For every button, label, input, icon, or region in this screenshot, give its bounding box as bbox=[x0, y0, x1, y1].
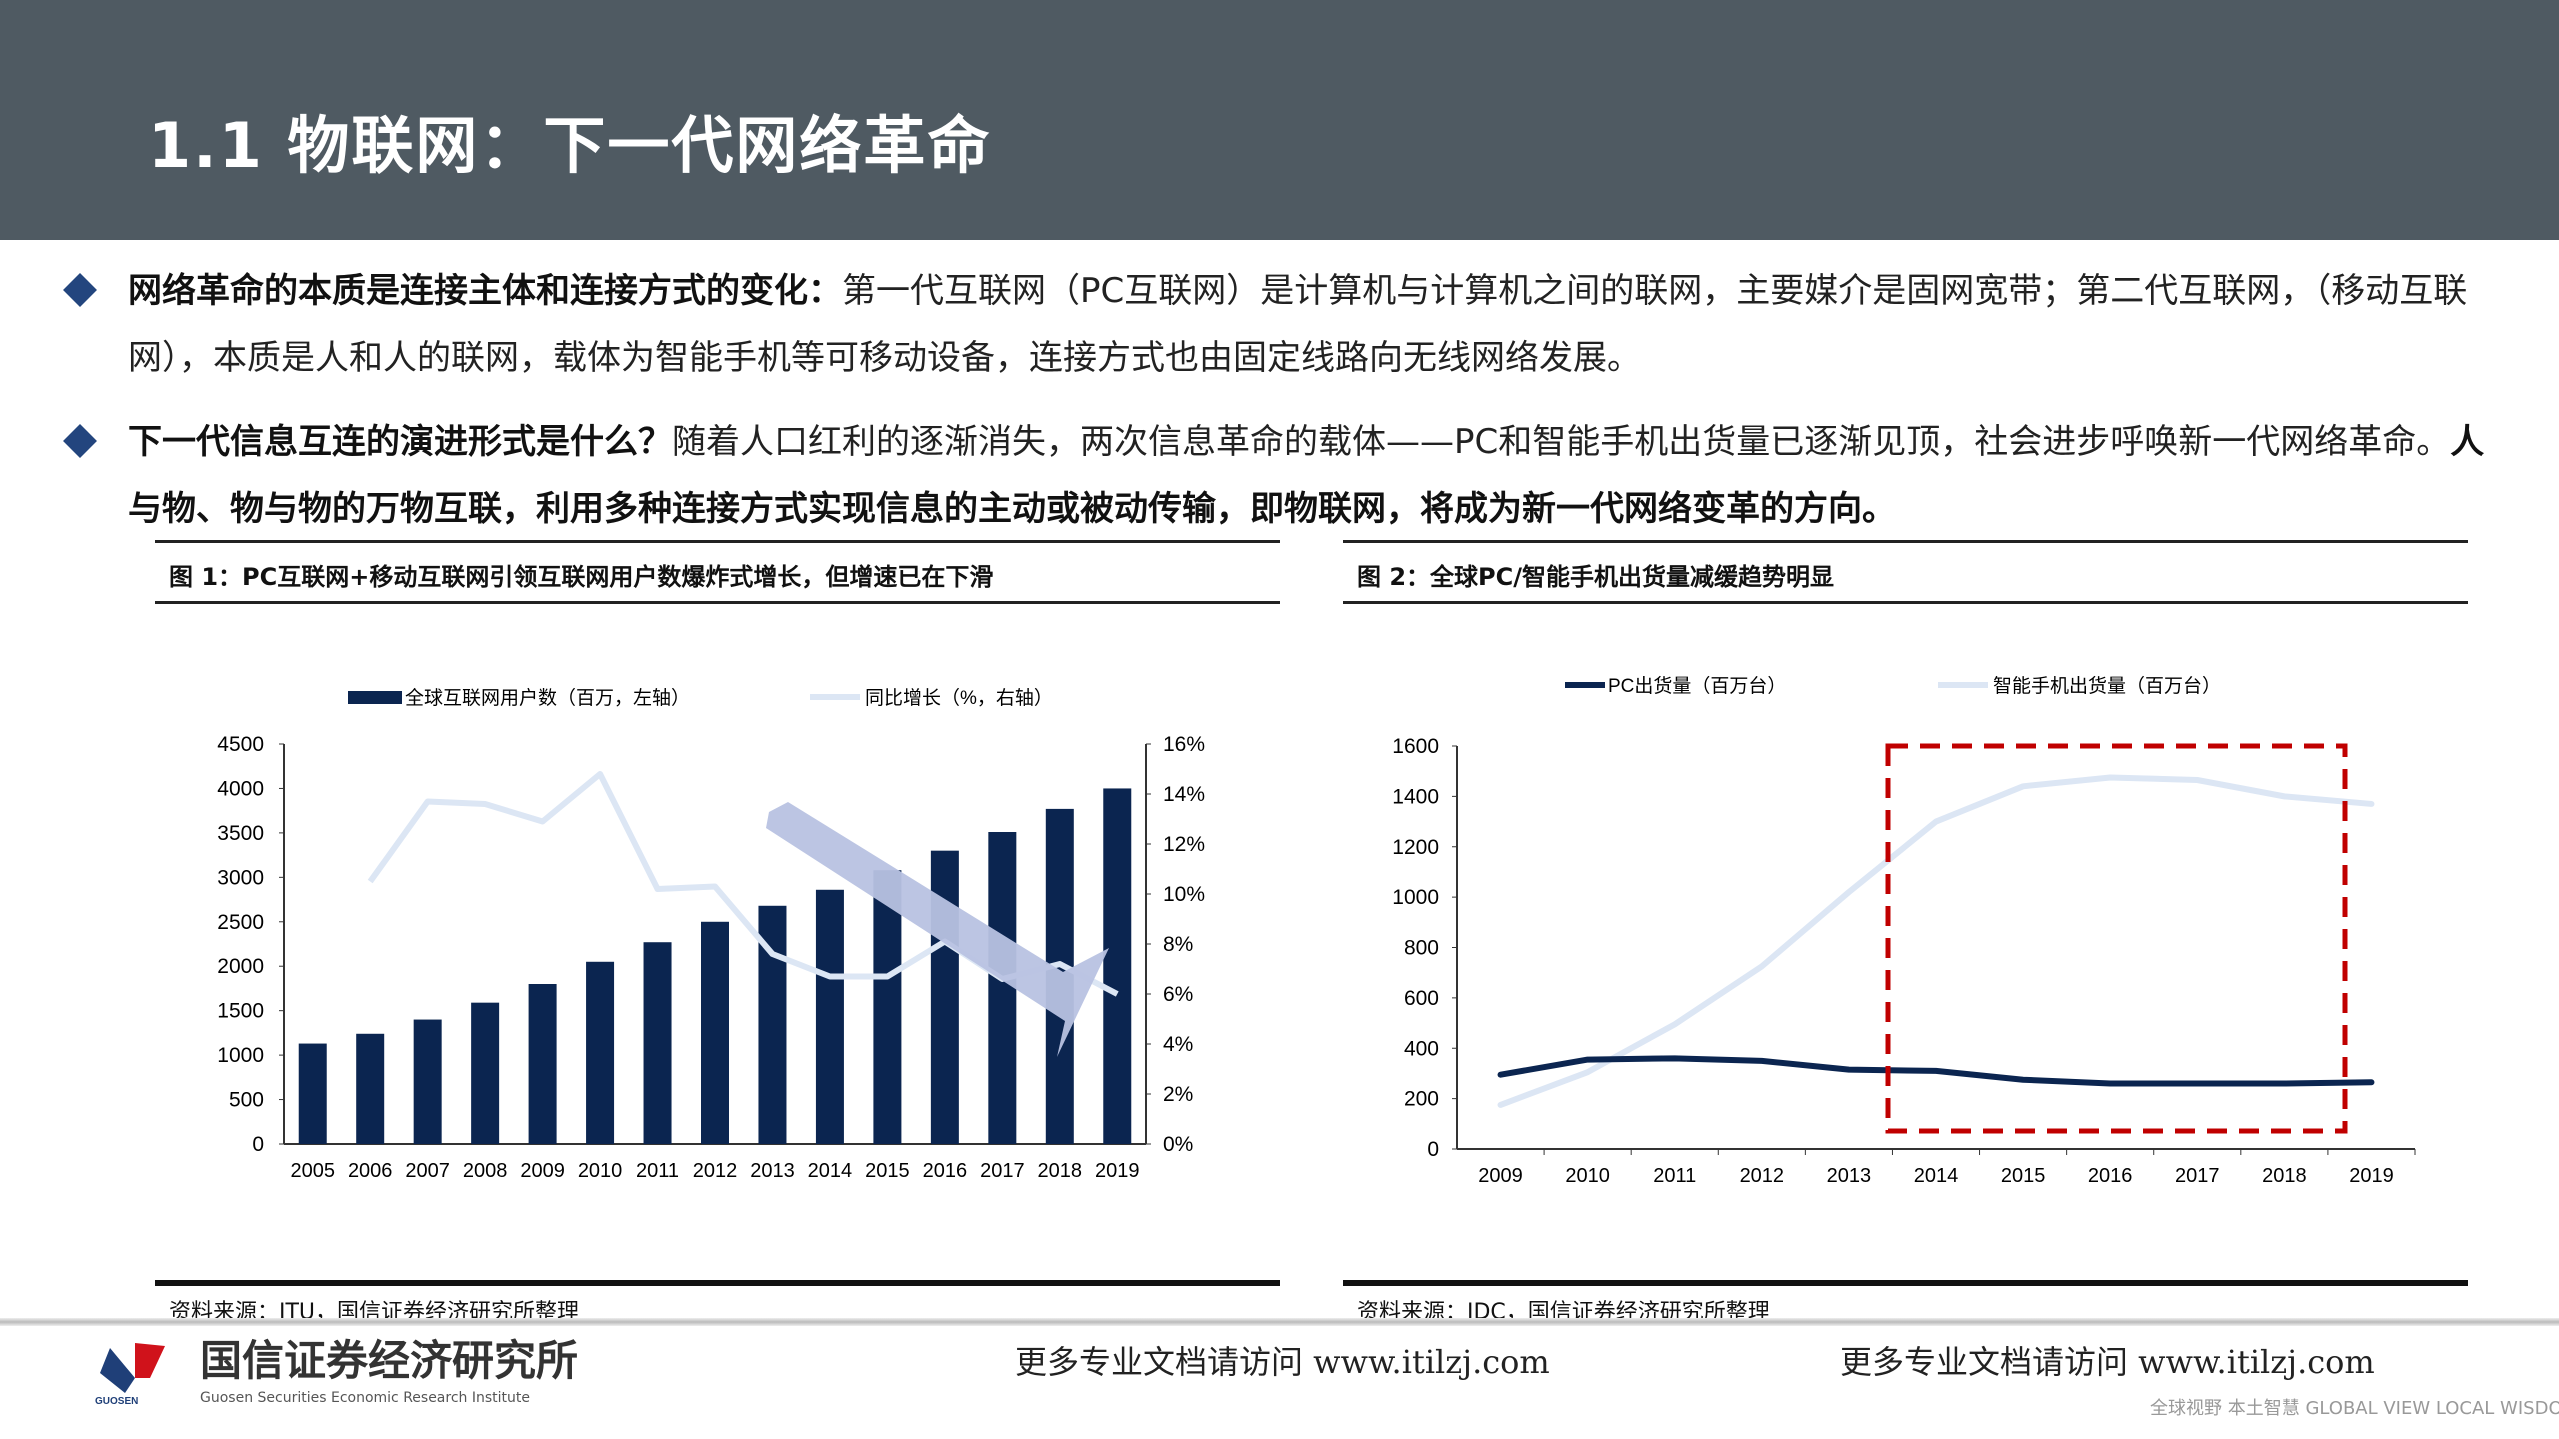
y-tick-label: 400 bbox=[1404, 1037, 1439, 1060]
chart-pc-smartphone-shipments: PC出货量（百万台） 智能手机出货量（百万台） 0 200 400 600 800 1000 1… bbox=[1392, 675, 2416, 1187]
page-title: 1.1 物联网：下一代网络革命 bbox=[148, 109, 992, 182]
legend-pc-label: PC出货量（百万台） bbox=[1608, 675, 1786, 697]
right-tick-label: 2% bbox=[1163, 1083, 1193, 1106]
right-tick-label: 4% bbox=[1163, 1033, 1193, 1056]
figure-2-title: 图 2：全球PC/智能手机出货量减缓趋势明显 bbox=[1357, 563, 1835, 591]
x-tick-label: 2019 bbox=[1095, 1160, 1140, 1182]
y-tick-label: 1400 bbox=[1392, 785, 1439, 808]
x-tick-label: 2006 bbox=[348, 1160, 393, 1182]
bullet-2-text: 随着人口红利的逐渐消失，两次信息革命的载体——PC和智能手机出货量已逐渐见顶，社… bbox=[672, 422, 2451, 462]
y-tick-label: 200 bbox=[1404, 1088, 1439, 1111]
right-tick-label: 6% bbox=[1163, 983, 1193, 1006]
x-tick-label: 2009 bbox=[520, 1160, 565, 1182]
y-tick-label: 600 bbox=[1404, 987, 1439, 1010]
figure-1-header: 图 1：PC互联网+移动互联网引领互联网用户数爆炸式增长，但增速已在下滑 bbox=[155, 540, 1280, 604]
x-tick-label: 2012 bbox=[1740, 1165, 1785, 1187]
y-tick-label: 800 bbox=[1404, 937, 1439, 960]
left-tick-label: 3000 bbox=[217, 866, 264, 889]
left-tick-label: 4500 bbox=[217, 733, 264, 756]
x-tick-label: 2009 bbox=[1478, 1165, 1523, 1187]
y-tick-label: 1000 bbox=[1392, 886, 1439, 909]
bar-2014 bbox=[815, 889, 844, 1144]
figure-1-title: 图 1：PC互联网+移动互联网引领互联网用户数爆炸式增长，但增速已在下滑 bbox=[169, 563, 994, 591]
chart-internet-users: 全球互联网用户数（百万，左轴） 同比增长（%，右轴） 0 500 1000 1500 200… bbox=[217, 687, 1205, 1182]
left-tick-label: 2000 bbox=[217, 955, 264, 978]
legend-bar-swatch bbox=[348, 691, 402, 704]
x-tick-label: 2010 bbox=[1565, 1165, 1610, 1187]
logo-en-text: Guosen Securities Economic Research Inst… bbox=[200, 1390, 530, 1406]
bar-2007 bbox=[413, 1019, 442, 1144]
bar-2015 bbox=[873, 870, 902, 1144]
left-tick-label: 0 bbox=[252, 1133, 264, 1156]
bar-2011 bbox=[643, 942, 672, 1144]
x-tick-label: 2015 bbox=[865, 1160, 910, 1182]
x-tick-label: 2012 bbox=[693, 1160, 738, 1182]
right-tick-label: 14% bbox=[1163, 783, 1205, 806]
x-tick-label: 2018 bbox=[1038, 1160, 1083, 1182]
x-tick-label: 2014 bbox=[1914, 1165, 1959, 1187]
y-tick-label: 1600 bbox=[1392, 735, 1439, 758]
bullet-1-lead: 网络革命的本质是连接主体和连接方式的变化： bbox=[128, 271, 842, 311]
footer-divider bbox=[0, 1318, 2559, 1326]
x-tick-label: 2013 bbox=[1827, 1165, 1872, 1187]
bar-2010 bbox=[586, 961, 615, 1144]
x-tick-label: 2017 bbox=[980, 1160, 1024, 1182]
x-tick-label: 2011 bbox=[1653, 1165, 1696, 1187]
left-tick-label: 1000 bbox=[217, 1044, 264, 1067]
right-tick-label: 10% bbox=[1163, 883, 1205, 906]
watermark: 全球视野 本土智慧 GLOBAL VIEW LOCAL WISDOM bbox=[2150, 1398, 2559, 1419]
bar-2017 bbox=[988, 832, 1017, 1144]
legend-phone-label: 智能手机出货量（百万台） bbox=[1993, 675, 2221, 697]
highlight-dashed-box bbox=[1885, 743, 2348, 1134]
guosen-logo-mark-icon: GUOSEN bbox=[95, 1343, 165, 1407]
guosen-logo: GUOSEN 国信证券经济研究所 Guosen Securities Econo… bbox=[90, 1338, 620, 1408]
y-tick-label: 1200 bbox=[1392, 836, 1439, 859]
x-tick-label: 2018 bbox=[2262, 1165, 2307, 1187]
bar-2012 bbox=[701, 921, 729, 1144]
x-tick-label: 2013 bbox=[750, 1160, 795, 1182]
x-tick-label: 2008 bbox=[463, 1160, 508, 1182]
right-tick-label: 0% bbox=[1163, 1133, 1193, 1156]
legend-line-label: 同比增长（%，右轴） bbox=[865, 687, 1053, 709]
bullet-1-text: 第一代互联网（PC互联网）是计算机与计算机之间的联网，主要媒介是固网宽带；第二代… bbox=[128, 271, 2468, 378]
bullet-2: 下一代信息互连的演进形式是什么？随着人口红利的逐渐消失，两次信息革命的载体——P… bbox=[63, 409, 2508, 543]
bar-2005 bbox=[298, 1043, 327, 1144]
x-tick-label: 2014 bbox=[808, 1160, 853, 1182]
smartphone-line bbox=[1497, 774, 2375, 1108]
x-tick-label: 2007 bbox=[405, 1160, 450, 1182]
right-tick-label: 8% bbox=[1163, 933, 1193, 956]
bar-2008 bbox=[471, 1002, 500, 1144]
trend-down-arrow-icon bbox=[766, 802, 1109, 1057]
x-tick-label: 2016 bbox=[2088, 1165, 2133, 1187]
x-tick-label: 2019 bbox=[2349, 1165, 2394, 1187]
x-tick-label: 2011 bbox=[636, 1160, 679, 1182]
left-tick-label: 1500 bbox=[217, 1000, 264, 1023]
left-tick-label: 4000 bbox=[217, 777, 264, 800]
figure-2-header: 图 2：全球PC/智能手机出货量减缓趋势明显 bbox=[1343, 540, 2468, 604]
promo-link-1[interactable]: 更多专业文档请访问 www.itilzj.com bbox=[1015, 1343, 1550, 1381]
logo-cn-text: 国信证券经济研究所 bbox=[200, 1336, 579, 1385]
pc-line bbox=[1497, 1055, 2375, 1087]
x-tick-label: 2015 bbox=[2001, 1165, 2046, 1187]
right-tick-label: 12% bbox=[1163, 833, 1205, 856]
bullet-1: 网络革命的本质是连接主体和连接方式的变化：第一代互联网（PC互联网）是计算机与计… bbox=[63, 258, 2508, 392]
y-tick-label: 0 bbox=[1427, 1138, 1439, 1161]
bullet-2-conclusion: 人与物、物与物的万物互联，利用多种连接方式实现信息的主动或被动传输，即物联网，将… bbox=[128, 422, 2485, 529]
x-tick-label: 2005 bbox=[290, 1160, 335, 1182]
bar-2009 bbox=[528, 984, 557, 1144]
left-tick-label: 3500 bbox=[217, 822, 264, 845]
x-tick-label: 2016 bbox=[923, 1160, 968, 1182]
bullet-2-lead: 下一代信息互连的演进形式是什么？ bbox=[128, 422, 672, 462]
header-bar: 1.1 物联网：下一代网络革命 bbox=[0, 0, 2559, 240]
x-tick-label: 2010 bbox=[578, 1160, 623, 1182]
right-tick-label: 16% bbox=[1163, 733, 1205, 756]
promo-link-2[interactable]: 更多专业文档请访问 www.itilzj.com bbox=[1840, 1343, 2375, 1381]
bar-2019 bbox=[1103, 788, 1132, 1144]
left-tick-label: 2500 bbox=[217, 911, 264, 934]
left-tick-label: 500 bbox=[229, 1089, 264, 1112]
bar-2006 bbox=[356, 1033, 385, 1144]
x-tick-label: 2017 bbox=[2175, 1165, 2220, 1187]
logo-mark-text: GUOSEN bbox=[95, 1396, 138, 1407]
legend-bar-label: 全球互联网用户数（百万，左轴） bbox=[405, 687, 690, 709]
